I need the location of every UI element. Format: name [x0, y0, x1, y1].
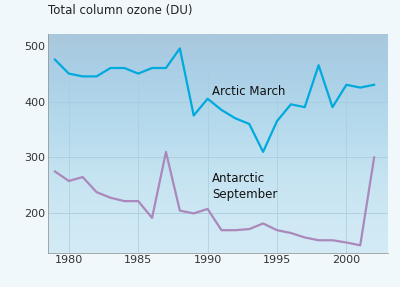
Text: Total column ozone (DU): Total column ozone (DU) — [48, 4, 192, 17]
Text: Arctic March: Arctic March — [212, 85, 285, 98]
Text: Antarctic
September: Antarctic September — [212, 172, 277, 201]
